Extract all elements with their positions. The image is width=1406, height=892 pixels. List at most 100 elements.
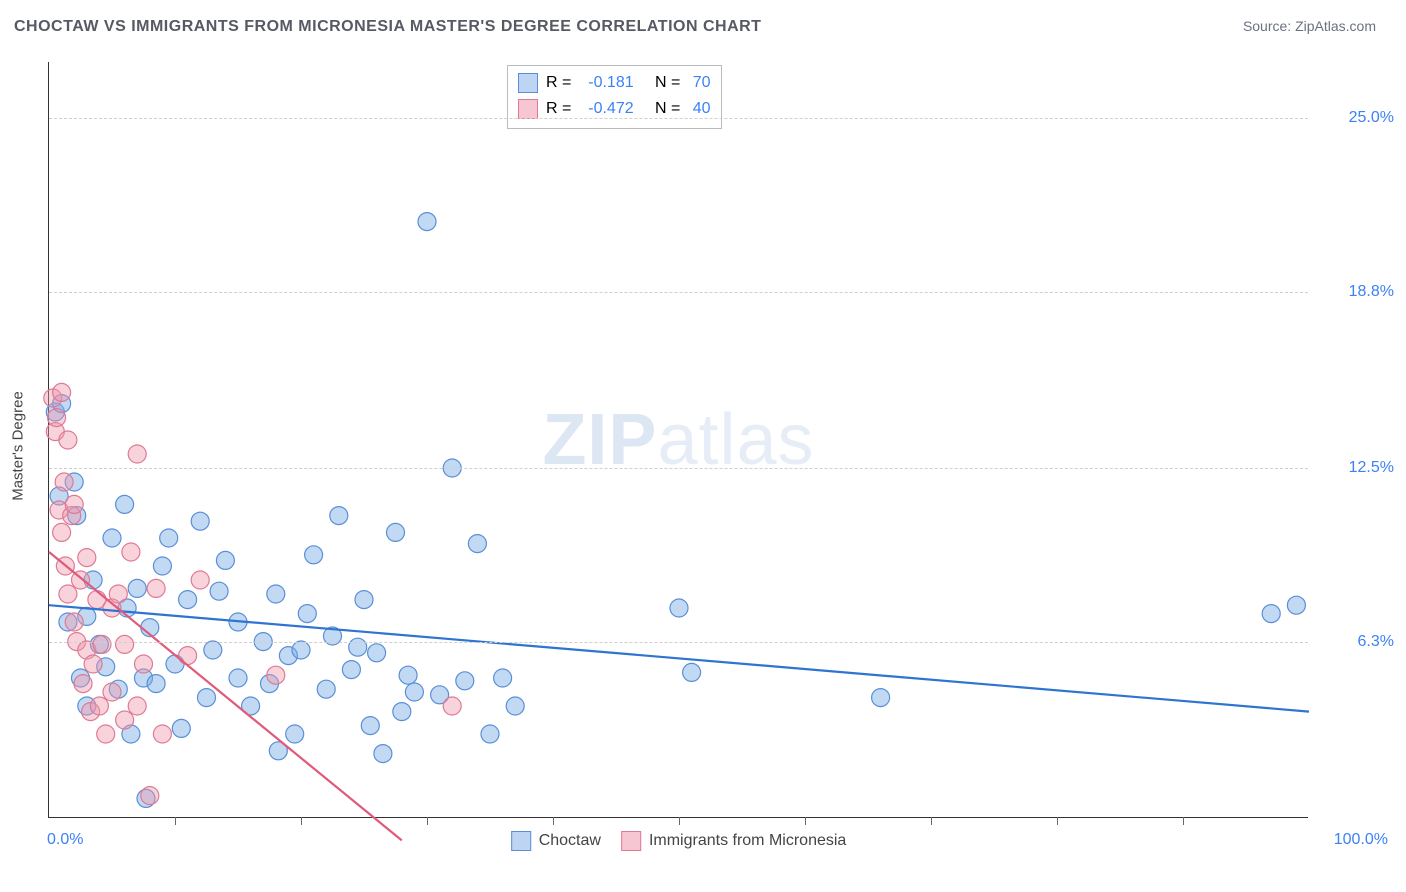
data-point xyxy=(59,431,77,449)
data-point xyxy=(160,529,178,547)
legend-series-item: Immigrants from Micronesia xyxy=(621,831,846,851)
data-point xyxy=(342,661,360,679)
legend-row: R = -0.181 N = 70 xyxy=(518,70,711,96)
x-tick xyxy=(427,817,428,825)
data-point xyxy=(135,655,153,673)
data-point xyxy=(481,725,499,743)
data-point xyxy=(418,213,436,231)
y-tick-label: 6.3% xyxy=(1314,633,1394,651)
data-point xyxy=(191,571,209,589)
regression-line xyxy=(49,605,1309,711)
data-point xyxy=(387,523,405,541)
x-tick xyxy=(175,817,176,825)
y-tick-label: 12.5% xyxy=(1314,459,1394,477)
data-point xyxy=(78,549,96,567)
gridline xyxy=(49,468,1308,469)
data-point xyxy=(468,535,486,553)
data-point xyxy=(191,512,209,530)
x-tick xyxy=(301,817,302,825)
y-axis-title: Master's Degree xyxy=(10,391,27,501)
data-point xyxy=(506,697,524,715)
data-point xyxy=(267,666,285,684)
data-point xyxy=(1262,605,1280,623)
plot-area: ZIPatlas R = -0.181 N = 70R = -0.472 N =… xyxy=(48,62,1308,818)
x-tick xyxy=(679,817,680,825)
x-tick xyxy=(553,817,554,825)
data-point xyxy=(116,711,134,729)
gridline xyxy=(49,292,1308,293)
data-point xyxy=(53,383,71,401)
data-point xyxy=(443,697,461,715)
data-point xyxy=(368,644,386,662)
legend-series-item: Choctaw xyxy=(511,831,601,851)
data-point xyxy=(128,697,146,715)
legend-r-value: -0.181 xyxy=(584,74,634,92)
legend-n-label: N = xyxy=(642,74,685,92)
data-point xyxy=(103,529,121,547)
data-point xyxy=(179,591,197,609)
data-point xyxy=(456,672,474,690)
data-point xyxy=(670,599,688,617)
data-point xyxy=(141,787,159,805)
data-point xyxy=(153,725,171,743)
data-point xyxy=(65,495,83,513)
data-point xyxy=(122,543,140,561)
legend-series-label: Immigrants from Micronesia xyxy=(649,832,846,850)
legend-r-label: R = xyxy=(546,100,576,118)
data-point xyxy=(305,546,323,564)
gridline xyxy=(49,642,1308,643)
y-tick-label: 25.0% xyxy=(1314,109,1394,127)
data-point xyxy=(55,473,73,491)
chart-container: CHOCTAW VS IMMIGRANTS FROM MICRONESIA MA… xyxy=(0,0,1406,892)
legend-series-label: Choctaw xyxy=(539,832,601,850)
data-point xyxy=(229,669,247,687)
data-point xyxy=(216,551,234,569)
legend-series: Choctaw Immigrants from Micronesia xyxy=(511,831,847,851)
data-point xyxy=(1287,596,1305,614)
legend-swatch xyxy=(518,99,538,119)
data-point xyxy=(298,605,316,623)
data-point xyxy=(267,585,285,603)
data-point xyxy=(204,641,222,659)
legend-r-label: R = xyxy=(546,74,576,92)
legend-n-value: 40 xyxy=(693,100,711,118)
data-point xyxy=(53,523,71,541)
data-point xyxy=(147,675,165,693)
x-axis-max-label: 100.0% xyxy=(1334,831,1388,849)
legend-correlation: R = -0.181 N = 70R = -0.472 N = 40 xyxy=(507,65,722,129)
data-point xyxy=(210,582,228,600)
data-point xyxy=(103,683,121,701)
data-point xyxy=(292,641,310,659)
data-point xyxy=(405,683,423,701)
data-point xyxy=(48,409,66,427)
legend-n-label: N = xyxy=(642,100,685,118)
data-point xyxy=(128,445,146,463)
data-point xyxy=(683,663,701,681)
data-point xyxy=(872,689,890,707)
x-tick xyxy=(1183,817,1184,825)
legend-swatch xyxy=(511,831,531,851)
y-tick-label: 18.8% xyxy=(1314,283,1394,301)
legend-swatch xyxy=(518,73,538,93)
plot-svg xyxy=(49,62,1308,817)
x-tick xyxy=(805,817,806,825)
legend-n-value: 70 xyxy=(693,74,711,92)
data-point xyxy=(153,557,171,575)
data-point xyxy=(286,725,304,743)
x-axis-min-label: 0.0% xyxy=(47,831,83,849)
data-point xyxy=(65,613,83,631)
data-point xyxy=(116,495,134,513)
x-tick xyxy=(1057,817,1058,825)
data-point xyxy=(97,725,115,743)
data-point xyxy=(330,507,348,525)
data-point xyxy=(494,669,512,687)
data-point xyxy=(84,655,102,673)
data-point xyxy=(74,675,92,693)
data-point xyxy=(179,647,197,665)
data-point xyxy=(172,719,190,737)
data-point xyxy=(399,666,417,684)
data-point xyxy=(93,635,111,653)
chart-title: CHOCTAW VS IMMIGRANTS FROM MICRONESIA MA… xyxy=(14,18,761,36)
source-label: Source: ZipAtlas.com xyxy=(1243,18,1376,34)
x-tick xyxy=(931,817,932,825)
